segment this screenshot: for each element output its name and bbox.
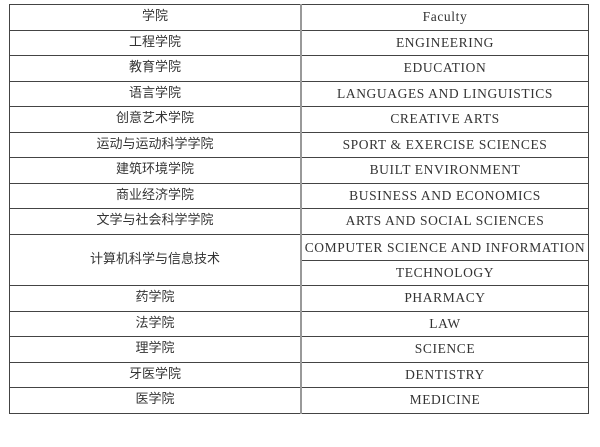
table-row: 工程学院 ENGINEERING bbox=[9, 29, 589, 56]
school-cell: 教育学院 bbox=[9, 55, 302, 82]
school-cell: 语言学院 bbox=[9, 80, 302, 107]
faculty-cell: TECHNOLOGY bbox=[300, 259, 589, 286]
faculty-cell: CREATIVE ARTS bbox=[300, 106, 589, 133]
faculty-cell: LANGUAGES AND LINGUISTICS bbox=[300, 80, 589, 107]
school-cell: 医学院 bbox=[9, 387, 302, 414]
faculty-cell: ARTS AND SOCIAL SCIENCES bbox=[300, 208, 589, 235]
school-cell: 牙医学院 bbox=[9, 361, 302, 388]
school-cell: 工程学院 bbox=[9, 29, 302, 56]
faculty-cell: BUILT ENVIRONMENT bbox=[300, 157, 589, 184]
table-row: 法学院 LAW bbox=[9, 310, 589, 337]
school-cell: 创意艺术学院 bbox=[9, 106, 302, 133]
faculty-cell: EDUCATION bbox=[300, 55, 589, 82]
table-row: TECHNOLOGY bbox=[10, 259, 589, 286]
school-cell: 运动与运动科学学院 bbox=[9, 131, 302, 158]
header-faculty: Faculty bbox=[300, 4, 589, 31]
school-cell: 商业经济学院 bbox=[9, 182, 302, 209]
table-row: 创意艺术学院 CREATIVE ARTS bbox=[9, 106, 589, 133]
faculty-cell: BUSINESS AND ECONOMICS bbox=[300, 182, 589, 209]
school-cell: 法学院 bbox=[9, 310, 302, 337]
table-row: 运动与运动科学学院 SPORT & EXERCISE SCIENCES bbox=[9, 131, 589, 158]
faculty-table: 学院 Faculty 工程学院 ENGINEERING 教育学院 EDUCATION… bbox=[9, 4, 589, 414]
school-cell: 药学院 bbox=[9, 285, 302, 312]
faculty-cell: MEDICINE bbox=[300, 387, 589, 414]
faculty-cell: SCIENCE bbox=[300, 336, 589, 363]
table-row: 计算机科学与信息技术 COMPUTER SCIENCE AND INFORMAT… bbox=[9, 233, 589, 286]
table-row: 药学院 PHARMACY bbox=[9, 285, 589, 312]
table-row: 教育学院 EDUCATION bbox=[9, 55, 589, 82]
faculty-cell: PHARMACY bbox=[300, 285, 589, 312]
faculty-cell: DENTISTRY bbox=[300, 361, 589, 388]
header-school: 学院 bbox=[9, 4, 302, 31]
table-row: 语言学院 LANGUAGES AND LINGUISTICS bbox=[9, 80, 589, 107]
school-cell: 文学与社会科学学院 bbox=[9, 208, 302, 235]
table-header-row: 学院 Faculty bbox=[9, 4, 589, 31]
faculty-cell: COMPUTER SCIENCE AND INFORMATION bbox=[300, 233, 589, 261]
table-row: 文学与社会科学学院 ARTS AND SOCIAL SCIENCES bbox=[9, 208, 589, 235]
faculty-cell: SPORT & EXERCISE SCIENCES bbox=[300, 131, 589, 158]
table-row: 建筑环境学院 BUILT ENVIRONMENT bbox=[9, 157, 589, 184]
table-row: 医学院 MEDICINE bbox=[9, 387, 589, 414]
school-cell: 计算机科学与信息技术 bbox=[9, 233, 302, 286]
faculty-cell: LAW bbox=[300, 310, 589, 337]
school-cell: 建筑环境学院 bbox=[9, 157, 302, 184]
table-row: 商业经济学院 BUSINESS AND ECONOMICS bbox=[9, 182, 589, 209]
table-row: 牙医学院 DENTISTRY bbox=[9, 361, 589, 388]
faculty-cell: ENGINEERING bbox=[300, 29, 589, 56]
table-row: 理学院 SCIENCE bbox=[9, 336, 589, 363]
school-cell: 理学院 bbox=[9, 336, 302, 363]
